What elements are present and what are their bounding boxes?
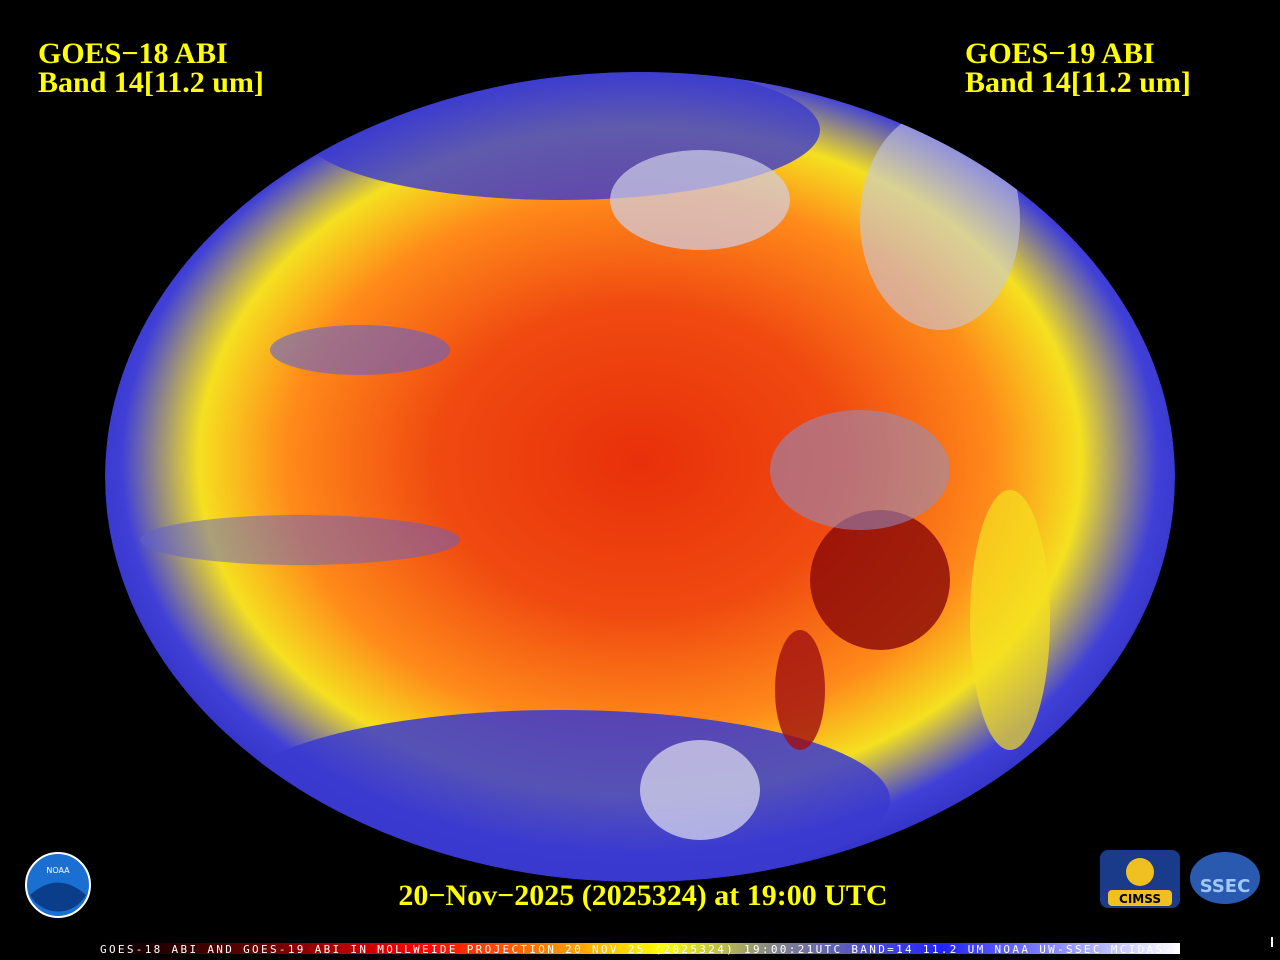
footer-text: GOES-18 ABI AND GOES-19 ABI IN MOLLWEIDE… (100, 943, 1180, 956)
header-right-line2: Band 14[11.2 um] (965, 66, 1191, 99)
cursor-mark (1271, 937, 1273, 947)
header-left-line2: Band 14[11.2 um] (38, 66, 264, 99)
color-scale (100, 943, 1180, 954)
header-left-line1: GOES−18 ABI (38, 37, 228, 70)
noaa-logo: NOAA (25, 852, 91, 918)
header-right-line1: GOES−19 ABI (965, 37, 1155, 70)
timestamp: 20−Nov−2025 (2025324) at 19:00 UTC (398, 879, 887, 912)
cimss-logo: CIMSS (1100, 850, 1180, 908)
ssec-text: SSEC (1200, 876, 1251, 897)
earth-disk (105, 72, 1175, 882)
noaa-text: NOAA (46, 866, 70, 875)
ssec-logo: SSEC (1190, 852, 1260, 904)
cimss-text: CIMSS (1119, 892, 1161, 906)
